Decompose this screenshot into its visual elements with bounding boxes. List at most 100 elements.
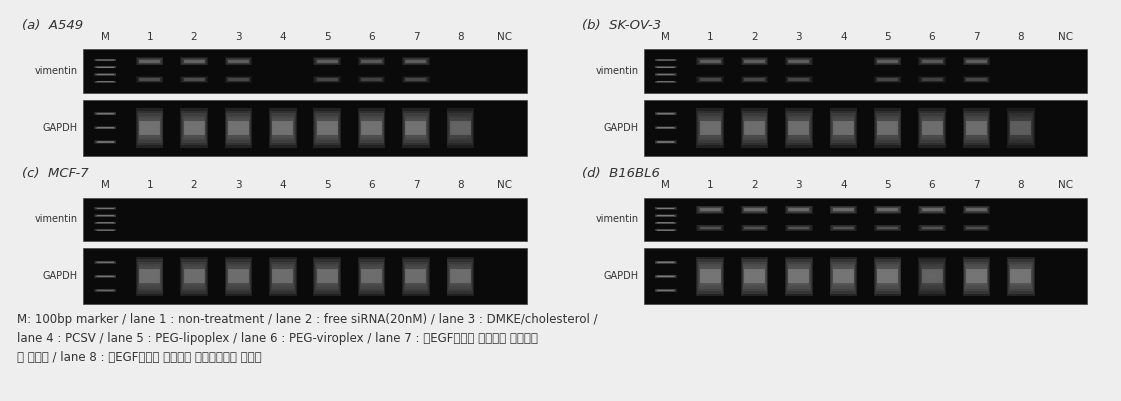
Bar [230,79,247,80]
Bar [364,61,379,62]
Bar [447,259,473,294]
Bar [224,57,252,65]
Bar [874,76,901,83]
Bar [228,78,249,81]
Bar [94,275,117,278]
Bar [643,100,1087,156]
Bar [96,67,113,68]
Bar [228,269,249,284]
Bar [406,269,426,284]
Bar [833,266,853,286]
Bar [790,209,807,211]
Bar [452,271,469,281]
Bar [658,208,674,209]
Bar [407,269,425,284]
Text: NC: NC [1057,32,1073,42]
Bar [656,59,676,61]
Bar [656,73,676,75]
Bar [879,271,897,281]
Bar [745,78,765,81]
Bar [702,123,719,133]
Bar [967,271,985,281]
Bar [98,67,113,68]
Bar [139,60,160,63]
Text: 3: 3 [796,32,803,42]
Text: 7: 7 [973,32,980,42]
Bar [788,226,809,230]
Bar [658,222,674,223]
Bar [700,226,721,230]
Bar [136,57,164,65]
Bar [358,257,386,296]
Bar [700,226,721,230]
Bar [789,121,808,135]
Text: 6: 6 [368,180,374,190]
Bar [697,58,723,65]
Bar [658,208,674,209]
Bar [966,269,986,284]
Bar [96,261,114,263]
Bar [270,259,296,294]
Bar [878,59,898,63]
Text: vimentin: vimentin [595,214,639,224]
Bar [274,269,293,284]
Bar [231,126,247,130]
Bar [919,225,945,231]
Bar [830,225,858,231]
Bar [966,59,986,63]
Bar [742,207,767,213]
Bar [880,209,896,210]
Bar [788,78,809,81]
Bar [656,289,676,292]
Bar [99,60,112,61]
Bar [963,225,990,231]
Bar [96,290,113,291]
Bar [402,76,429,83]
Bar [317,78,337,81]
Bar [656,208,676,209]
Bar [744,209,765,211]
Bar [95,215,115,217]
Bar [791,274,807,279]
Bar [1011,121,1030,135]
Bar [314,77,340,83]
Bar [830,257,858,296]
Bar [228,118,249,138]
Bar [878,60,897,63]
Text: M: M [101,180,110,190]
Bar [656,222,676,224]
Bar [657,74,674,75]
Bar [407,123,425,133]
Bar [658,229,674,231]
Bar [98,142,113,143]
Bar [967,227,985,229]
Text: (d)  B16BL6: (d) B16BL6 [583,167,660,180]
Bar [228,59,249,63]
Bar [360,261,383,291]
Bar [835,209,851,210]
Bar [879,227,897,229]
Bar [921,226,943,230]
Bar [964,58,990,65]
Bar [878,121,897,135]
Bar [94,112,117,115]
Bar [698,113,722,143]
Bar [408,61,424,62]
Bar [228,59,250,64]
Bar [184,118,204,138]
Bar [182,111,207,145]
Text: 3: 3 [235,32,242,42]
Bar [98,208,113,209]
Bar [184,269,204,284]
Bar [228,78,249,81]
Text: 2: 2 [191,180,197,190]
Text: 3: 3 [235,180,242,190]
Bar [360,113,383,143]
Bar [362,78,381,81]
Bar [656,59,676,61]
Bar [95,127,115,129]
Bar [701,60,720,63]
Bar [700,121,721,135]
Bar [96,229,114,231]
Bar [185,269,204,284]
